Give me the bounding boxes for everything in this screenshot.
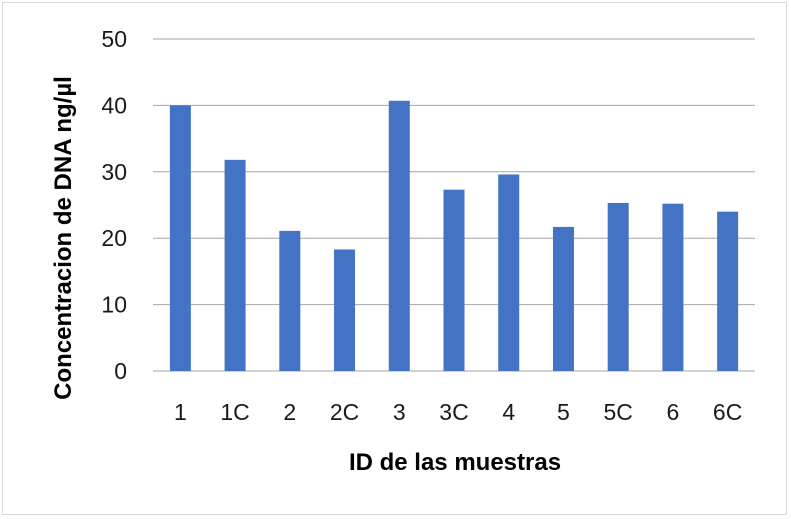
y-axis-title: Concentracion de DNA ng/µl [50,76,77,400]
bar-2C [334,249,356,371]
x-tick-label: 2C [330,399,359,425]
bar-2 [279,230,301,371]
bar-5 [552,226,574,371]
bar-3C [443,189,465,371]
x-tick-label: 4 [502,399,515,425]
bar-6C [717,211,739,371]
y-tick-label: 30 [101,159,127,185]
y-tick-label: 50 [101,26,127,52]
bar-3 [388,100,410,371]
x-tick-label: 5C [603,399,632,425]
y-tick-label: 40 [101,92,127,118]
x-tick-label: 1C [220,399,249,425]
bar-4 [498,174,520,371]
bar-1 [169,105,191,372]
bar-6 [662,203,684,371]
y-tick-label: 0 [114,358,127,384]
y-tick-label: 20 [101,225,127,251]
bar-1C [224,159,246,371]
x-tick-label: 6C [713,399,742,425]
x-tick-label: 1 [174,399,187,425]
bar-5C [607,203,629,371]
x-axis-ticks: 1 1C 2 2C 3 3C 4 5 5C 6 6C [174,399,742,425]
gridlines [153,38,755,372]
x-tick-label: 6 [667,399,680,425]
y-tick-label: 10 [101,292,127,318]
x-tick-label: 3 [393,399,406,425]
x-tick-label: 5 [557,399,570,425]
y-axis-ticks: 0 10 20 30 40 50 [101,26,127,384]
bars [169,100,739,372]
x-tick-label: 2 [283,399,296,425]
x-tick-label: 3C [439,399,468,425]
x-axis-title: ID de las muestras [349,449,561,476]
